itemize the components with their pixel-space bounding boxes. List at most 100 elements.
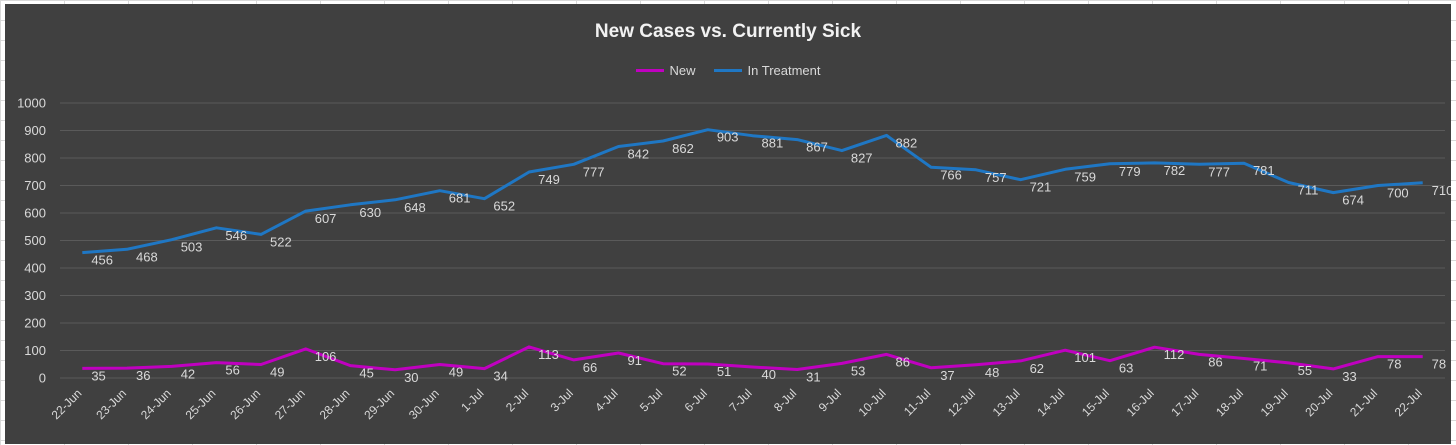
- data-label: 630: [359, 205, 381, 220]
- data-label: 710: [1432, 183, 1451, 198]
- data-label: 62: [1030, 361, 1044, 376]
- x-tick-label: 24-Jun: [138, 386, 174, 422]
- data-label: 766: [940, 167, 962, 182]
- x-tick-label: 3-Jul: [548, 386, 576, 414]
- data-label: 66: [583, 360, 597, 375]
- chart-area[interactable]: 0 100 200 300 400 500 600 700 800 900 1000 22-Jun 23…: [5, 4, 1451, 444]
- legend-swatch-in-treatment: [713, 69, 742, 72]
- data-label: 36: [136, 368, 150, 383]
- x-tick-label: 30-Jun: [406, 386, 442, 422]
- data-label: 71: [1253, 358, 1267, 373]
- y-tick-label: 900: [24, 123, 46, 138]
- data-label: 40: [762, 367, 776, 382]
- data-label: 781: [1253, 163, 1275, 178]
- data-label: 101: [1074, 350, 1096, 365]
- x-tick-label: 8-Jul: [771, 386, 799, 414]
- y-tick-label: 800: [24, 151, 46, 166]
- y-tick-label: 400: [24, 261, 46, 276]
- data-label: 503: [181, 240, 203, 255]
- x-tick-label: 21-Jul: [1347, 386, 1380, 419]
- x-tick-label: 13-Jul: [990, 386, 1023, 419]
- y-tick-label: 500: [24, 233, 46, 248]
- data-label: 652: [493, 199, 515, 214]
- data-label: 86: [896, 354, 910, 369]
- x-tick-label: 6-Jul: [682, 386, 710, 414]
- data-label: 777: [1208, 164, 1230, 179]
- x-tick-label: 9-Jul: [816, 386, 844, 414]
- x-tick-label: 1-Jul: [458, 386, 486, 414]
- legend-label-new: New: [669, 63, 696, 78]
- x-tick-label: 2-Jul: [503, 386, 531, 414]
- x-tick-label: 11-Jul: [901, 386, 933, 418]
- data-label: 78: [1387, 357, 1401, 372]
- legend: New In Treatment: [5, 63, 1451, 78]
- data-label: 52: [672, 364, 686, 379]
- x-tick-label: 26-Jun: [227, 386, 263, 422]
- data-label: 113: [538, 347, 559, 362]
- x-tick-label: 7-Jul: [726, 386, 754, 414]
- data-label: 106: [315, 349, 337, 364]
- data-label: 49: [449, 365, 463, 380]
- data-label: 777: [583, 164, 605, 179]
- data-label: 33: [1342, 369, 1356, 384]
- x-tick-label: 17-Jul: [1168, 386, 1201, 419]
- data-label: 48: [985, 365, 999, 380]
- data-label: 456: [91, 253, 113, 268]
- x-tick-label: 19-Jul: [1258, 386, 1291, 419]
- data-label: 468: [136, 249, 158, 264]
- data-label: 91: [627, 353, 641, 368]
- x-tick-label: 22-Jul: [1392, 386, 1425, 419]
- x-tick-label: 5-Jul: [637, 386, 665, 414]
- data-label: 42: [181, 366, 195, 381]
- data-label: 903: [717, 130, 739, 145]
- data-label: 30: [404, 370, 418, 385]
- data-label: 35: [91, 368, 105, 383]
- legend-swatch-new: [635, 69, 664, 72]
- y-tick-label: 100: [24, 343, 46, 358]
- data-label: 648: [404, 200, 426, 215]
- data-label: 53: [851, 363, 865, 378]
- chart-title: New Cases vs. Currently Sick: [594, 21, 862, 42]
- data-label: 711: [1298, 182, 1319, 197]
- data-label: 674: [1342, 193, 1364, 208]
- data-label: 607: [315, 211, 337, 226]
- x-tick-label: 29-Jun: [361, 386, 397, 422]
- series-line-new: [82, 345, 1423, 372]
- data-label: 882: [896, 135, 918, 150]
- x-tick-label: 20-Jul: [1302, 386, 1335, 419]
- y-tick-label: 300: [24, 288, 46, 303]
- data-label: 55: [1298, 363, 1312, 378]
- x-tick-label: 25-Jun: [183, 386, 219, 422]
- y-tick-label: 0: [39, 371, 46, 386]
- data-label: 546: [225, 228, 247, 243]
- data-label: 51: [717, 364, 731, 379]
- data-label: 681: [449, 191, 471, 206]
- data-label: 31: [806, 369, 820, 384]
- x-tick-label: 16-Jul: [1124, 386, 1157, 419]
- x-tick-label: 22-Jun: [49, 386, 85, 422]
- x-tick-label: 14-Jul: [1034, 386, 1067, 419]
- data-label: 759: [1074, 169, 1096, 184]
- data-label: 34: [493, 369, 507, 384]
- data-label: 86: [1208, 354, 1222, 369]
- x-tick-label: 10-Jul: [856, 386, 889, 419]
- data-label: 49: [270, 365, 284, 380]
- data-label: 867: [806, 140, 828, 155]
- x-tick-label: 18-Jul: [1213, 386, 1246, 419]
- y-tick-label: 600: [24, 206, 46, 221]
- data-label: 862: [672, 141, 694, 156]
- data-label: 700: [1387, 186, 1409, 201]
- line-chart: 0 100 200 300 400 500 600 700 800 900 1000 22-Jun 23…: [17, 96, 1451, 423]
- y-tick-label: 700: [24, 178, 46, 193]
- data-label: 779: [1119, 164, 1141, 179]
- data-label: 827: [851, 151, 873, 166]
- data-label: 112: [1164, 347, 1185, 362]
- data-label: 749: [538, 172, 560, 187]
- x-tick-label: 27-Jun: [272, 386, 308, 422]
- x-tick-label: 15-Jul: [1079, 386, 1112, 419]
- data-label: 721: [1030, 180, 1052, 195]
- x-tick-label: 28-Jun: [317, 386, 353, 422]
- data-label: 45: [359, 366, 373, 381]
- data-label: 842: [627, 146, 649, 161]
- data-label: 37: [940, 368, 954, 383]
